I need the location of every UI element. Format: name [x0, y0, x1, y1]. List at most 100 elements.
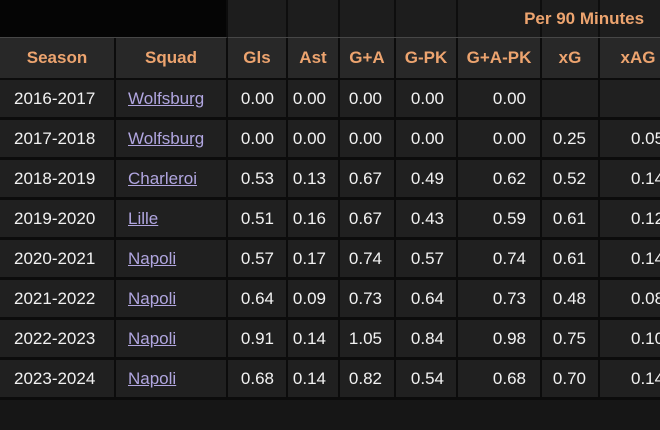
stat-cell: 0.59: [458, 200, 542, 240]
stat-cell: 0.00: [396, 120, 458, 160]
stat-cell: 0.75: [542, 320, 600, 360]
group-header-per-90-minutes: Per 90 Minutes: [228, 0, 660, 38]
group-header-spacer: [0, 0, 228, 38]
table-row: 2019-2020 Lille 0.51 0.16 0.67 0.43 0.59 0.61 0.…: [0, 200, 660, 240]
squad-link[interactable]: Charleroi: [128, 168, 197, 188]
stat-cell: 0.00: [288, 80, 340, 120]
stat-cell: 0.67: [340, 160, 396, 200]
stat-cell: 1.05: [340, 320, 396, 360]
season-cell: 2020-2021: [0, 240, 116, 280]
column-header-g-pk[interactable]: G-PK: [396, 38, 458, 80]
squad-cell: Wolfsburg: [116, 120, 228, 160]
stat-cell: 0.62: [458, 160, 542, 200]
squad-cell: Napoli: [116, 360, 228, 400]
squad-link[interactable]: Napoli: [128, 288, 177, 308]
column-header-season[interactable]: Season: [0, 38, 116, 80]
stat-cell: 0.57: [396, 240, 458, 280]
stat-cell: 0.00: [228, 80, 288, 120]
season-cell: 2018-2019: [0, 160, 116, 200]
stat-cell: 0.00: [288, 120, 340, 160]
stat-cell: [600, 80, 660, 120]
column-header-xag[interactable]: xAG: [600, 38, 660, 80]
squad-link[interactable]: Wolfsburg: [128, 128, 205, 148]
table-row: 2016-2017 Wolfsburg 0.00 0.00 0.00 0.00 0.00: [0, 80, 660, 120]
season-cell: 2016-2017: [0, 80, 116, 120]
stats-table-body: 2016-2017 Wolfsburg 0.00 0.00 0.00 0.00 0.00 20…: [0, 80, 660, 400]
squad-link[interactable]: Lille: [128, 208, 159, 228]
stat-cell: 0.05: [600, 120, 660, 160]
squad-cell: Napoli: [116, 240, 228, 280]
stat-cell: 0.68: [458, 360, 542, 400]
squad-link[interactable]: Napoli: [128, 328, 177, 348]
stat-cell: 0.57: [228, 240, 288, 280]
stat-cell: 0.73: [340, 280, 396, 320]
column-header-g-a-pk[interactable]: G+A-PK: [458, 38, 542, 80]
stat-cell: 0.73: [458, 280, 542, 320]
stat-cell: 0.25: [542, 120, 600, 160]
stat-cell: 0.00: [340, 120, 396, 160]
stat-cell: 0.68: [228, 360, 288, 400]
stat-cell: 0.84: [396, 320, 458, 360]
stat-cell: 0.82: [340, 360, 396, 400]
stat-cell: 0.43: [396, 200, 458, 240]
stat-cell: 0.00: [340, 80, 396, 120]
column-header-gls[interactable]: Gls: [228, 38, 288, 80]
stat-cell: 0.67: [340, 200, 396, 240]
stat-cell: 0.64: [228, 280, 288, 320]
stat-cell: 0.16: [288, 200, 340, 240]
stat-cell: 0.98: [458, 320, 542, 360]
group-header-row: Per 90 Minutes: [0, 0, 660, 38]
stat-cell: 0.00: [458, 120, 542, 160]
squad-cell: Napoli: [116, 280, 228, 320]
stat-cell: 0.51: [228, 200, 288, 240]
stat-cell: [542, 80, 600, 120]
table-row: 2022-2023 Napoli 0.91 0.14 1.05 0.84 0.98 0.75 0…: [0, 320, 660, 360]
stat-cell: 0.14: [288, 320, 340, 360]
column-header-xg[interactable]: xG: [542, 38, 600, 80]
stat-cell: 0.61: [542, 240, 600, 280]
squad-link[interactable]: Napoli: [128, 248, 177, 268]
stat-cell: 0.14: [600, 360, 660, 400]
stat-cell: 0.52: [542, 160, 600, 200]
squad-cell: Wolfsburg: [116, 80, 228, 120]
stat-cell: 0.61: [542, 200, 600, 240]
table-row: 2023-2024 Napoli 0.68 0.14 0.82 0.54 0.68 0.70 0…: [0, 360, 660, 400]
squad-cell: Lille: [116, 200, 228, 240]
stat-cell: 0.48: [542, 280, 600, 320]
stat-cell: 0.14: [288, 360, 340, 400]
column-header-squad[interactable]: Squad: [116, 38, 228, 80]
stat-cell: 0.14: [600, 160, 660, 200]
squad-cell: Napoli: [116, 320, 228, 360]
stat-cell: 0.00: [228, 120, 288, 160]
table-row: 2021-2022 Napoli 0.64 0.09 0.73 0.64 0.73 0.48 0…: [0, 280, 660, 320]
column-header-row: Season Squad Gls Ast G+A G-PK G+A-PK xG xAG: [0, 38, 660, 80]
per90-stats-table: Per 90 Minutes Season Squad Gls Ast G+A G-PK G…: [0, 0, 660, 400]
stat-cell: 0.91: [228, 320, 288, 360]
table-row: 2020-2021 Napoli 0.57 0.17 0.74 0.57 0.74 0.61 0…: [0, 240, 660, 280]
season-cell: 2022-2023: [0, 320, 116, 360]
stat-cell: 0.13: [288, 160, 340, 200]
season-cell: 2017-2018: [0, 120, 116, 160]
stat-cell: 0.00: [396, 80, 458, 120]
stat-cell: 0.74: [340, 240, 396, 280]
stat-cell: 0.53: [228, 160, 288, 200]
stat-cell: 0.49: [396, 160, 458, 200]
squad-link[interactable]: Napoli: [128, 368, 177, 388]
stat-cell: 0.09: [288, 280, 340, 320]
table-row: 2018-2019 Charleroi 0.53 0.13 0.67 0.49 0.62 0.…: [0, 160, 660, 200]
stat-cell: 0.00: [458, 80, 542, 120]
column-header-g-a[interactable]: G+A: [340, 38, 396, 80]
squad-link[interactable]: Wolfsburg: [128, 88, 205, 108]
squad-cell: Charleroi: [116, 160, 228, 200]
stat-cell: 0.14: [600, 240, 660, 280]
column-header-ast[interactable]: Ast: [288, 38, 340, 80]
stat-cell: 0.08: [600, 280, 660, 320]
stat-cell: 0.12: [600, 200, 660, 240]
stat-cell: 0.70: [542, 360, 600, 400]
stat-cell: 0.10: [600, 320, 660, 360]
season-cell: 2021-2022: [0, 280, 116, 320]
season-cell: 2019-2020: [0, 200, 116, 240]
season-cell: 2023-2024: [0, 360, 116, 400]
stat-cell: 0.17: [288, 240, 340, 280]
